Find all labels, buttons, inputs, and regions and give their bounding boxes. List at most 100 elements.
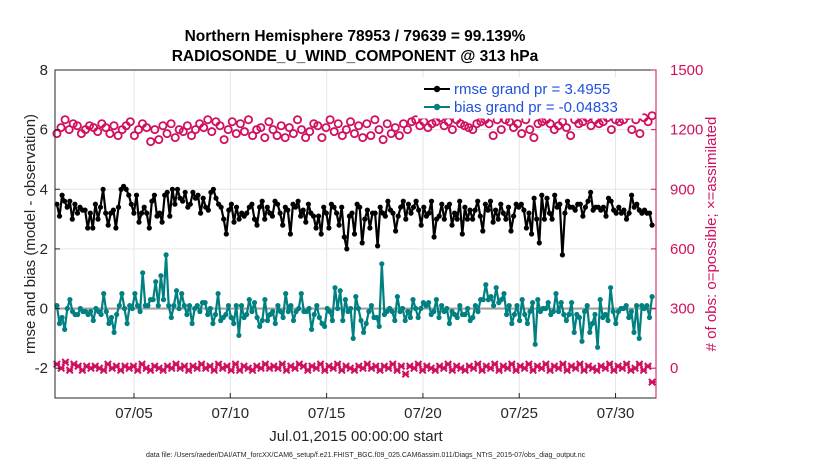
rmse-point-165: [477, 213, 483, 219]
rmse-point-3: [62, 198, 68, 204]
rmse-point-150: [439, 201, 445, 207]
assimilated-point-3: [65, 366, 74, 375]
bias-point-43: [166, 303, 172, 309]
bias-point-195: [561, 311, 567, 318]
bias-point-1: [56, 320, 63, 327]
rmse-point-37: [149, 198, 155, 204]
assimilated-point-123: [575, 360, 584, 369]
bias-point-60: [210, 320, 216, 327]
rmse-point-170: [490, 219, 496, 225]
bias-point-208: [595, 344, 601, 350]
bias-point-205: [587, 329, 593, 335]
rmse-point-97: [303, 219, 309, 225]
bias-point-169: [493, 285, 499, 291]
rmse-point-52: [187, 201, 193, 207]
possible-point-22: [142, 123, 152, 133]
rmse-point-131: [390, 210, 396, 216]
possible-point-81: [382, 119, 392, 129]
legend-rmse-label: rmse grand pr = 3.4955: [454, 81, 610, 98]
possible-point-23: [146, 137, 156, 147]
rmse-point-198: [562, 210, 568, 216]
series-possible: [52, 111, 657, 147]
bias-point-42: [163, 252, 169, 258]
bias-point-86: [277, 308, 284, 315]
bias-point-2: [59, 314, 65, 321]
bias-point-57: [202, 300, 208, 306]
chart-title: Northern Hemisphere 78953 / 79639 = 99.1…: [185, 28, 526, 45]
bias-point-121: [368, 303, 374, 309]
possible-point-50: [256, 123, 266, 133]
rmse-point-167: [482, 201, 488, 207]
rmse-point-100: [310, 213, 317, 219]
possible-point-145: [643, 117, 653, 127]
rmse-point-186: [531, 195, 537, 201]
bias-point-24: [116, 303, 122, 309]
possible-point-12: [101, 123, 111, 133]
bias-point-0: [54, 303, 60, 309]
rmse-point-221: [621, 207, 627, 213]
rmse-point-181: [518, 201, 524, 207]
possible-point-82: [386, 129, 396, 139]
rmse-point-110: [336, 222, 342, 228]
bias-point-107: [332, 285, 338, 291]
rmse-point-219: [616, 204, 622, 210]
possible-point-71: [341, 125, 351, 135]
possible-point-62: [305, 127, 315, 137]
possible-point-114: [517, 129, 527, 139]
bias-point-110: [340, 317, 346, 324]
y-right-tick-label-5: 1500: [670, 62, 703, 79]
bias-point-37: [150, 297, 156, 303]
rmse-point-29: [128, 201, 134, 207]
rmse-point-96: [300, 207, 306, 213]
rmse-point-91: [287, 231, 293, 237]
bias-point-54: [194, 303, 200, 309]
bias-point-67: [228, 314, 234, 321]
bias-point-26: [121, 305, 128, 312]
rmse-point-32: [136, 219, 142, 225]
possible-point-76: [362, 119, 372, 129]
rmse-point-53: [190, 189, 196, 195]
rmse-point-98: [305, 201, 311, 207]
y-left-tick-label-1: 0: [40, 301, 48, 318]
possible-point-84: [394, 131, 404, 141]
bias-point-136: [407, 314, 413, 321]
possible-point-72: [345, 117, 355, 127]
rmse-point-143: [421, 204, 427, 210]
possible-point-36: [199, 123, 209, 133]
rmse-point-43: [164, 189, 170, 195]
bias-point-100: [314, 303, 320, 309]
bias-point-18: [101, 291, 107, 297]
bias-point-199: [571, 329, 577, 335]
rmse-point-36: [146, 225, 152, 231]
bias-point-133: [400, 305, 406, 312]
possible-point-136: [606, 125, 616, 135]
possible-point-125: [562, 123, 572, 133]
series-bias: [54, 252, 655, 350]
bias-point-59: [207, 305, 213, 312]
possible-point-69: [333, 119, 343, 129]
rmse-point-113: [344, 246, 350, 252]
bias-point-69: [233, 303, 239, 309]
series-assimilated: [52, 358, 657, 387]
bias-point-33: [140, 270, 146, 276]
rmse-point-19: [103, 210, 109, 216]
rmse-point-6: [69, 216, 75, 222]
rmse-point-139: [410, 204, 417, 210]
possible-point-44: [231, 129, 241, 139]
rmse-point-137: [405, 201, 411, 207]
possible-point-88: [411, 115, 421, 125]
rmse-point-77: [251, 216, 258, 222]
rmse-point-76: [249, 201, 255, 207]
rmse-point-134: [398, 204, 404, 210]
bias-point-29: [129, 305, 135, 312]
rmse-point-33: [139, 210, 145, 216]
rmse-point-191: [544, 195, 550, 201]
rmse-point-169: [487, 198, 494, 204]
bias-point-68: [231, 320, 237, 327]
rmse-point-45: [169, 186, 175, 192]
possible-point-38: [207, 127, 217, 137]
bias-point-39: [155, 303, 161, 309]
x-tick-label-1: 07/10: [212, 405, 250, 422]
y-axis-left-ticks: -2 0 2 4 6 8: [35, 62, 60, 377]
bias-point-91: [290, 317, 297, 324]
